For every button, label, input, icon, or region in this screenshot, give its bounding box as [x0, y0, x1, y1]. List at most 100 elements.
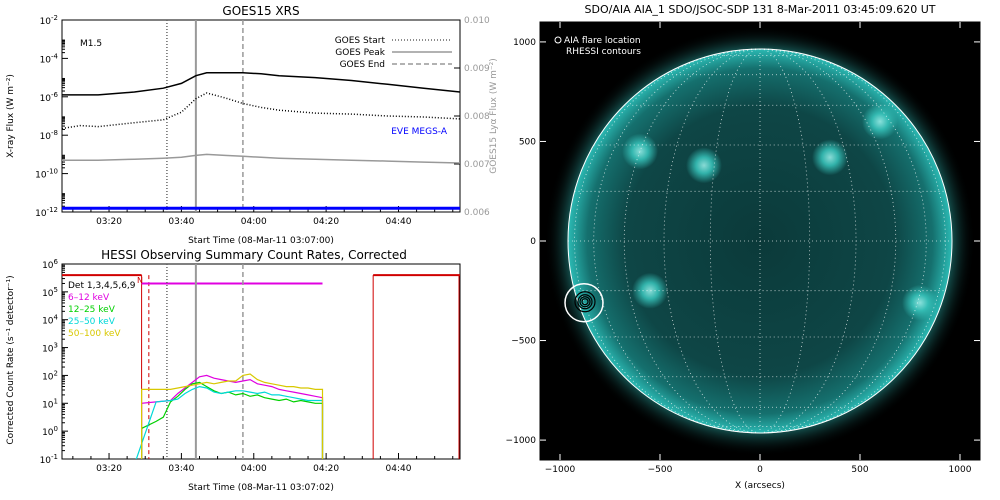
goes-eve-label: EVE MEGS-A: [391, 127, 448, 137]
active-region: [812, 139, 848, 176]
grid-meridian: [663, 48, 761, 434]
goes-right-tick-label: 0.006: [464, 208, 490, 218]
grid-meridian: [759, 48, 857, 434]
hessi-plot-frame: [61, 263, 461, 460]
hessi-x-axis: 03:20 03:40 04:00 04:20 04:40: [72, 453, 454, 474]
hessi-legend: Det 1,3,4,5,6,9 6–12 keV 12–25 keV 25–50 k…: [68, 281, 136, 339]
aia-legend-flare: AIA flare location: [564, 36, 641, 46]
goes-plot-frame: [61, 19, 461, 213]
aia-title: SDO/AIA AIA_1 SDO/JSOC-SDP 131 8-Mar-201…: [585, 3, 936, 16]
hessi-x-tick-label: 03:20: [96, 464, 122, 474]
hessi-night-marker: N: [137, 276, 143, 285]
goes-x-tick-label: 03:40: [168, 217, 194, 227]
goes-legend: GOES Start GOES Peak GOES End: [335, 36, 452, 70]
hessi-x-tick-label: 04:40: [386, 464, 412, 474]
goes-panel: GOES15 XRS 10-2 10-4 10-6 10-8 10-10 10-12 0.…: [6, 4, 499, 246]
heliographic-grid: [568, 48, 952, 434]
goes-y-axis: 10-2 10-4 10-6 10-8 10-10 10-12: [35, 14, 68, 219]
aia-x-tick-label: −1000: [545, 465, 576, 475]
flare-location-marker: [564, 282, 604, 323]
aia-y-tick-label: 0: [530, 237, 536, 247]
hessi-markers: [62, 264, 460, 459]
flare-location-circle: [564, 282, 604, 323]
aia-x-tick-label: 0: [757, 465, 763, 475]
rhessi-contour: [579, 296, 591, 308]
aia-legend-circle-icon: [554, 36, 562, 44]
goes-right-axis: 0.010 0.009 0.008 0.007 0.006: [454, 16, 490, 218]
goes-legend-label: GOES Peak: [335, 48, 385, 58]
goes-title: GOES15 XRS: [222, 4, 299, 18]
goes-right-tick-label: 0.009: [464, 64, 490, 74]
goes-y-tick-label: 10-12: [35, 206, 58, 219]
goes-legend-label: GOES Start: [335, 36, 386, 46]
goes-series-line-0: [62, 72, 460, 96]
goes-legend-label: GOES End: [340, 60, 385, 70]
hessi-y-tick-label: 102: [42, 369, 58, 382]
active-region: [902, 284, 938, 321]
hessi-y-axis: 106 105 104 103 102 101 100 10-1: [40, 258, 68, 466]
hessi-y-tick-label: 104: [42, 314, 58, 327]
hessi-legend-label: 25–50 keV: [68, 317, 116, 327]
goes-series: [62, 72, 460, 210]
aia-legend: AIA flare location RHESSI contours: [554, 36, 641, 57]
goes-series-line-1: [62, 92, 460, 130]
hessi-series-line-2: [135, 385, 324, 459]
goes-y-tick-label: 10-8: [40, 129, 58, 142]
hessi-series-line-0: [141, 374, 324, 459]
aia-y-tick-label: 500: [519, 137, 536, 147]
hessi-x-tick-label: 04:00: [241, 464, 267, 474]
rhessi-contour: [574, 291, 596, 313]
hessi-y-tick-label: 106: [42, 258, 58, 271]
goes-x-tick-label: 04:40: [386, 217, 412, 227]
goes-y-tick-label: 10-2: [40, 14, 58, 27]
goes-right-tick-label: 0.007: [464, 160, 490, 170]
active-region: [632, 272, 668, 309]
hessi-x-tick-label: 03:40: [168, 464, 194, 474]
goes-xlabel: Start Time (08-Mar-11 03:07:00): [188, 236, 334, 246]
active-region: [686, 147, 722, 184]
goes-markers: [166, 20, 244, 212]
aia-y-axis: 1000 500 0 −500 −1000: [506, 38, 980, 446]
hessi-title: HESSI Observing Summary Count Rates, Cor…: [101, 248, 407, 262]
solar-limb: [567, 48, 953, 434]
goes-y-tick-label: 10-4: [40, 52, 59, 65]
grid-meridian: [574, 48, 761, 434]
active-region: [622, 133, 658, 170]
goes-x-tick-label: 03:20: [96, 217, 122, 227]
aia-y-tick-label: −500: [511, 337, 536, 347]
aia-x-tick-label: −500: [648, 465, 673, 475]
hessi-y-tick-label: 10-1: [40, 453, 58, 466]
goes-right-tick-label: 0.008: [464, 112, 490, 122]
hessi-y-tick-label: 103: [42, 342, 58, 355]
goes-ylabel: X-ray Flux (W m⁻²): [6, 74, 16, 158]
aia-xlabel: X (arcsecs): [735, 481, 785, 491]
goes-x-tick-label: 04:20: [313, 217, 339, 227]
hessi-y-tick-label: 101: [42, 397, 58, 410]
active-region: [862, 103, 898, 140]
aia-panel: SDO/AIA AIA_1 SDO/JSOC-SDP 131 8-Mar-201…: [506, 3, 981, 491]
hessi-y-tick-label: 100: [42, 425, 58, 438]
hessi-xlabel: Start Time (08-Mar-11 03:07:02): [188, 483, 334, 493]
grid-meridian: [759, 48, 946, 434]
hessi-y-tick-label: 105: [42, 286, 58, 299]
hessi-x-tick-label: 04:20: [313, 464, 339, 474]
grid-meridian: [623, 48, 761, 434]
hessi-series-line-3: [141, 373, 324, 459]
goes-y-tick-label: 10-6: [40, 91, 59, 104]
rhessi-contour: [577, 294, 593, 310]
goes-x-tick-label: 04:00: [241, 217, 267, 227]
aia-y-tick-label: −1000: [506, 436, 537, 446]
hessi-legend-label: 50–100 keV: [68, 329, 121, 339]
hessi-legend-title: Det 1,3,4,5,6,9: [68, 281, 136, 291]
aia-legend-rhessi: RHESSI contours: [566, 47, 641, 57]
hessi-series: [135, 373, 324, 459]
aia-x-axis: −1000 −500 0 500 1000: [545, 22, 972, 475]
grid-meridian: [759, 48, 897, 434]
hessi-series-line-1: [141, 381, 324, 459]
hessi-legend-label: 6–12 keV: [68, 293, 110, 303]
hessi-panel: HESSI Observing Summary Count Rates, Cor…: [6, 248, 461, 493]
hessi-ylabel: Corrected Count Rate (s⁻¹ detector⁻¹): [6, 275, 16, 444]
rhessi-contour: [581, 298, 589, 306]
aia-y-tick-label: 1000: [513, 38, 536, 48]
